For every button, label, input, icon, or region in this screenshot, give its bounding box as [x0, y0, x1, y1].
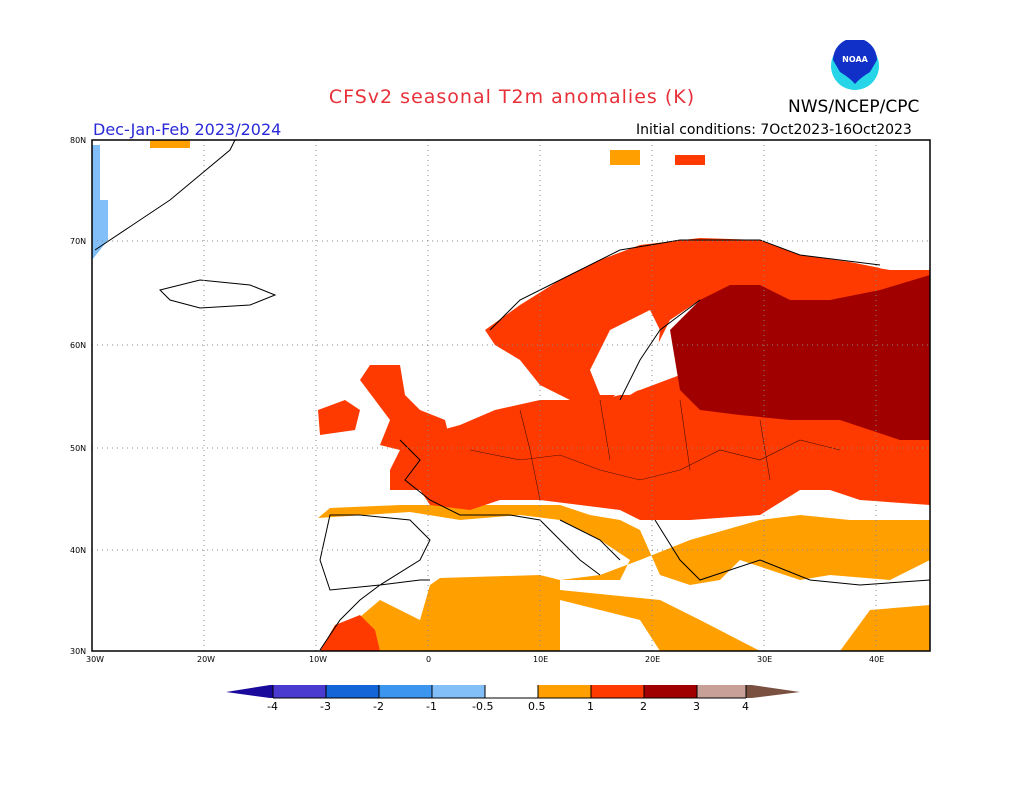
colorbar-label: -3: [320, 700, 331, 713]
colorbar-bin: [697, 685, 746, 698]
colorbar-bin: [591, 685, 644, 698]
gridlines: [92, 140, 930, 651]
colorbar-label: -0.5: [472, 700, 494, 713]
lat-tick: 70N: [70, 237, 87, 246]
borders: [469, 399, 841, 501]
colorbar-bin: [273, 685, 326, 698]
anomaly-ireland: [318, 400, 360, 435]
colorbar-bin: [538, 685, 591, 698]
lat-tick: 40N: [70, 546, 87, 555]
colorbar-label: -1: [426, 700, 437, 713]
colorbar-label: 3: [693, 700, 700, 713]
lon-tick: 30E: [757, 655, 773, 664]
colorbar-lt-4: [226, 685, 273, 698]
lon-tick: 10E: [533, 655, 549, 664]
anomaly-morocco: [320, 615, 380, 651]
anomaly-greenland-o: [150, 140, 190, 148]
colorbar-bin: [432, 685, 485, 698]
lat-tick: 50N: [70, 444, 87, 453]
agency-label: NWS/NCEP/CPC: [788, 97, 920, 117]
anomaly-scandinavia: [485, 238, 880, 400]
colorbar-label: -2: [373, 700, 384, 713]
baltic-gap: [590, 310, 660, 395]
lat-tick: 60N: [70, 341, 87, 350]
colorbar-bin: [644, 685, 697, 698]
anomaly-western-russia: [670, 275, 930, 440]
chart-title: CFSv2 seasonal T2m anomalies (K): [328, 86, 696, 108]
colorbar-label: 2: [640, 700, 647, 713]
anomaly-svalbard-o: [610, 150, 640, 165]
lat-tick: 80N: [70, 136, 87, 145]
lon-tick: 20E: [645, 655, 661, 664]
colorbar-label: -4: [267, 700, 278, 713]
colorbar-bin: [326, 685, 379, 698]
anomaly-ne-africa: [840, 605, 930, 651]
lat-tick: 30N: [70, 647, 87, 656]
lon-tick: 10W: [309, 655, 328, 664]
anomaly-british-isles: [360, 365, 450, 450]
colorbar-label: 4: [742, 700, 749, 713]
initial-conditions-label: Initial conditions: 7Oct2023-16Oct2023: [636, 122, 912, 138]
lon-tick: 40E: [869, 655, 885, 664]
svg-text:NOAA: NOAA: [842, 55, 868, 64]
noaa-logo: NOAA: [830, 38, 880, 96]
colorbar-label: 0.5: [528, 700, 546, 713]
lon-tick: 0: [426, 655, 432, 664]
lon-tick: 30W: [86, 655, 105, 664]
season-label: Dec-Jan-Feb 2023/2024: [93, 120, 282, 139]
anomaly-fill: [92, 140, 930, 651]
colorbar-gt-4: [746, 685, 800, 698]
colorbar-bin: [379, 685, 432, 698]
coastlines: [94, 139, 931, 651]
colorbar-bin: [485, 685, 538, 698]
map-frame: [91, 139, 931, 652]
colorbar-label: 1: [587, 700, 594, 713]
anomaly-greenland-blue: [92, 145, 108, 260]
anomaly-iberia-nafrica: [318, 505, 930, 651]
lon-tick: 20W: [197, 655, 216, 664]
anomaly-svalbard: [675, 155, 705, 165]
